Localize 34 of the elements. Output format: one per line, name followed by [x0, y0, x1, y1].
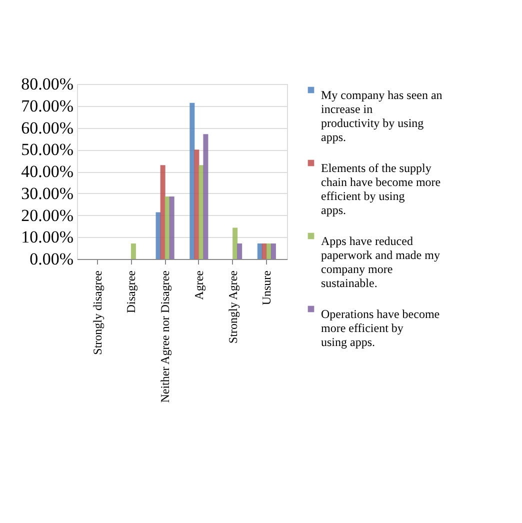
x-tick-label: Agree: [192, 270, 206, 300]
bar: [194, 150, 200, 259]
bar: [160, 165, 166, 259]
y-tick-label: 10.00%: [21, 228, 74, 247]
bar: [169, 196, 174, 259]
bar: [257, 243, 262, 259]
x-tick-label: Strongly Agree: [226, 270, 240, 344]
y-tick-label: 70.00%: [21, 96, 74, 116]
x-tick-label: Neither Agree nor Disagree: [158, 270, 172, 403]
legend-label: Elements of the supply chain have become more efficient by using apps.: [321, 161, 441, 217]
bar: [237, 243, 242, 259]
bar: [190, 102, 195, 259]
bar: [262, 243, 267, 259]
x-tick-label: Unsure: [260, 270, 274, 306]
bar: [156, 212, 161, 259]
x-tick-label: Disagree: [124, 270, 138, 314]
y-tick-label: 20.00%: [21, 206, 74, 225]
bar: [266, 243, 272, 259]
bar: [270, 243, 276, 259]
y-tick-label: 40.00%: [21, 162, 74, 181]
y-tick-label: 0.00%: [30, 250, 74, 268]
y-tick-label: 80.00%: [21, 74, 74, 94]
bar: [232, 228, 238, 259]
y-tick-label: 50.00%: [21, 140, 74, 160]
legend-label: Apps have reduced paperwork and made my company more sustainable.: [321, 234, 440, 290]
y-tick-label: 60.00%: [21, 118, 74, 138]
y-tick-label: 30.00%: [21, 184, 74, 203]
bar: [164, 196, 170, 259]
legend-label: Operations have become more efficient by using apps.: [321, 307, 440, 349]
bar: [198, 165, 204, 259]
x-tick-label: Strongly disagree: [90, 270, 104, 355]
bar: [203, 134, 208, 259]
legend-label: My company has seen an increase in productivity by using apps.: [321, 88, 442, 144]
bar: [130, 243, 136, 259]
